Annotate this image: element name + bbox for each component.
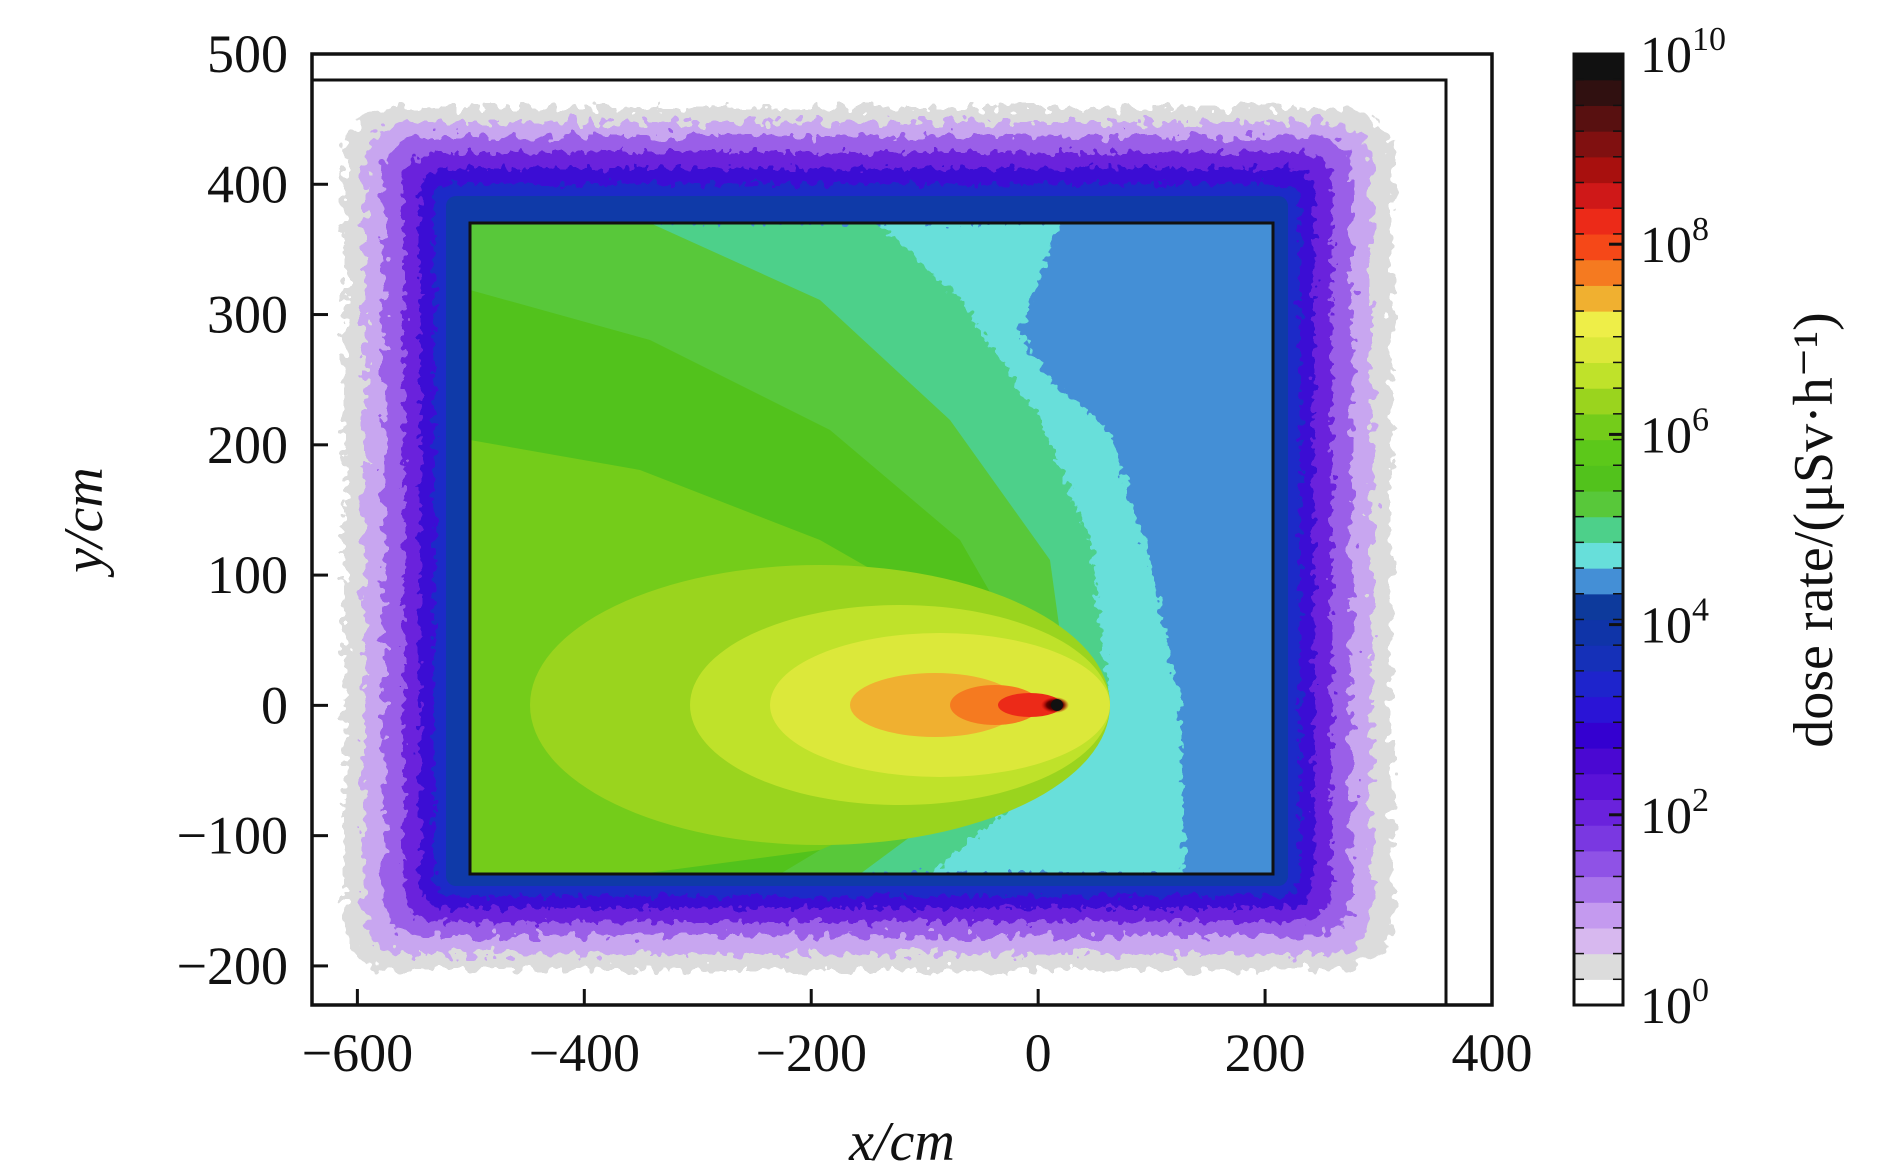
colorbar-ticks: 100 102 104 106 108 1010 bbox=[1609, 21, 1726, 1035]
colorbar-segment bbox=[1574, 670, 1623, 698]
colorbar-segment bbox=[1574, 233, 1623, 261]
y-tick-label: 0 bbox=[261, 675, 288, 735]
source-point bbox=[1051, 699, 1063, 711]
colorbar-tick-label: 1010 bbox=[1640, 21, 1726, 84]
colorbar-segment bbox=[1574, 876, 1623, 903]
y-tick-label: −100 bbox=[177, 806, 288, 866]
colorbar-segment bbox=[1574, 645, 1623, 672]
colorbar-segment bbox=[1574, 311, 1623, 338]
y-tick-label: −200 bbox=[177, 936, 288, 996]
colorbar-tick-label: 102 bbox=[1640, 782, 1709, 845]
colorbar-tick-label: 108 bbox=[1640, 211, 1709, 274]
colorbar-frame bbox=[1572, 52, 1625, 1007]
colorbar-segment bbox=[1574, 336, 1623, 364]
colorbar-segment bbox=[1574, 696, 1623, 723]
x-axis-ticks: −600 −400 −200 0 200 400 bbox=[302, 989, 1533, 1083]
colorbar-segment bbox=[1574, 156, 1623, 184]
colorbar-segment bbox=[1574, 953, 1623, 980]
y-axis-ticks: 500 400 300 200 100 0 −100 −200 bbox=[177, 24, 328, 996]
y-tick-label: 500 bbox=[207, 24, 288, 84]
colorbar-segment bbox=[1574, 747, 1623, 775]
y-tick-label: 100 bbox=[207, 545, 288, 605]
colorbar-segment bbox=[1574, 413, 1623, 441]
colorbar-segment bbox=[1574, 131, 1623, 158]
colorbar-segment bbox=[1574, 388, 1623, 415]
colorbar-segment bbox=[1574, 465, 1623, 492]
colorbar-segment bbox=[1574, 927, 1623, 955]
colorbar-segment bbox=[1574, 54, 1623, 81]
x-tick-label: −600 bbox=[302, 1023, 413, 1083]
room-wall-outline bbox=[468, 221, 1275, 876]
colorbar-segment bbox=[1574, 568, 1623, 595]
colorbar-segment bbox=[1574, 722, 1623, 749]
x-tick-label: −400 bbox=[529, 1023, 640, 1083]
colorbar-segment bbox=[1574, 208, 1623, 235]
colorbar-segment bbox=[1574, 285, 1623, 312]
x-tick-label: 400 bbox=[1452, 1023, 1533, 1083]
x-tick-label: −200 bbox=[755, 1023, 866, 1083]
dose-rate-field bbox=[344, 108, 1392, 970]
colorbar-tick-label: 100 bbox=[1640, 972, 1709, 1035]
y-tick-label: 300 bbox=[207, 285, 288, 345]
colorbar-segment bbox=[1574, 979, 1623, 1006]
colorbar-segment bbox=[1574, 182, 1623, 209]
colorbar bbox=[1574, 54, 1623, 1006]
colorbar-segment bbox=[1574, 105, 1623, 132]
outer-boundary-line bbox=[312, 78, 1448, 1005]
colorbar-segment bbox=[1574, 850, 1623, 878]
colorbar-segment bbox=[1574, 902, 1623, 929]
colorbar-segment bbox=[1574, 79, 1623, 107]
colorbar-segment bbox=[1574, 593, 1623, 621]
colorbar-segment bbox=[1574, 516, 1623, 543]
y-tick-label: 400 bbox=[207, 154, 288, 214]
colorbar-segment bbox=[1574, 825, 1623, 852]
colorbar-segment bbox=[1574, 799, 1623, 826]
x-tick-label: 0 bbox=[1025, 1023, 1052, 1083]
colorbar-segment bbox=[1574, 259, 1623, 286]
x-tick-label: 200 bbox=[1225, 1023, 1306, 1083]
colorbar-segment bbox=[1574, 362, 1623, 389]
colorbar-segment bbox=[1574, 542, 1623, 569]
y-tick-label: 200 bbox=[207, 415, 288, 475]
colorbar-tick-label: 106 bbox=[1640, 401, 1709, 464]
x-axis-label: x/cm bbox=[848, 1111, 955, 1173]
colorbar-tick-label: 104 bbox=[1640, 592, 1709, 655]
colorbar-segment bbox=[1574, 490, 1623, 518]
y-axis-label: y/cm bbox=[53, 467, 115, 578]
colorbar-label: dose rate/(μSv·h⁻¹) bbox=[1783, 312, 1845, 748]
plot-frame bbox=[310, 52, 1494, 1007]
colorbar-segment bbox=[1574, 439, 1623, 466]
colorbar-segment bbox=[1574, 773, 1623, 800]
